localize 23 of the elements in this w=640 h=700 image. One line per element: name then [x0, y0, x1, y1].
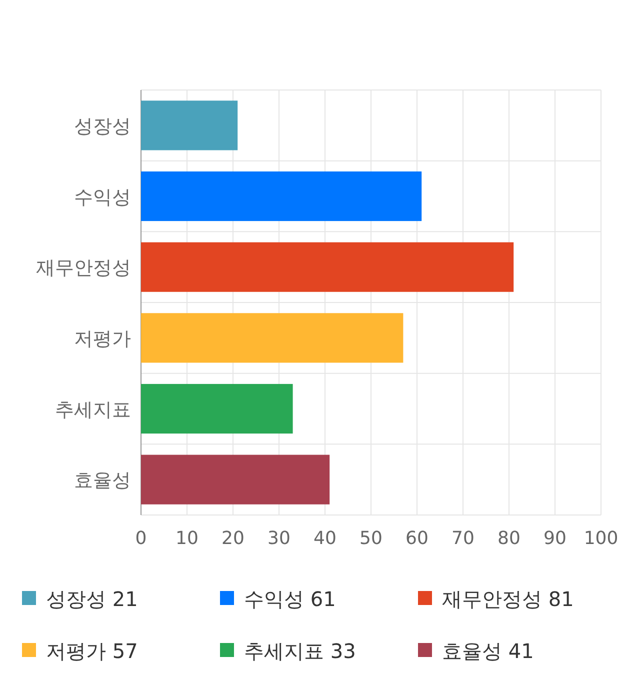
x-tick-label: 20: [222, 528, 244, 549]
y-tick-label: 재무안정성: [36, 257, 131, 280]
x-tick-label: 100: [584, 528, 618, 549]
x-tick-label: 50: [360, 528, 382, 549]
y-tick-label: 수익성: [74, 186, 131, 208]
x-tick-label: 10: [176, 528, 198, 549]
legend-label: 효율성 41: [442, 639, 534, 663]
legend-label: 성장성 21: [46, 587, 138, 611]
x-tick-label: 80: [498, 528, 520, 549]
y-tick-label: 저평가: [74, 328, 131, 350]
legend-label: 수익성 61: [244, 587, 336, 611]
y-tick-label: 성장성: [74, 115, 131, 138]
x-tick-label: 30: [268, 528, 290, 549]
y-tick-label: 추세지표: [55, 398, 131, 421]
legend-label: 재무안정성 81: [442, 587, 574, 611]
x-tick-label: 90: [544, 528, 566, 549]
y-tick-label: 효율성: [74, 470, 131, 492]
x-tick-label: 70: [452, 528, 474, 549]
x-tick-label: 60: [406, 528, 428, 549]
legend-label: 저평가 57: [46, 639, 138, 663]
legend-label: 추세지표 33: [244, 639, 356, 663]
x-tick-label: 0: [135, 528, 147, 549]
x-tick-label: 40: [314, 528, 336, 549]
